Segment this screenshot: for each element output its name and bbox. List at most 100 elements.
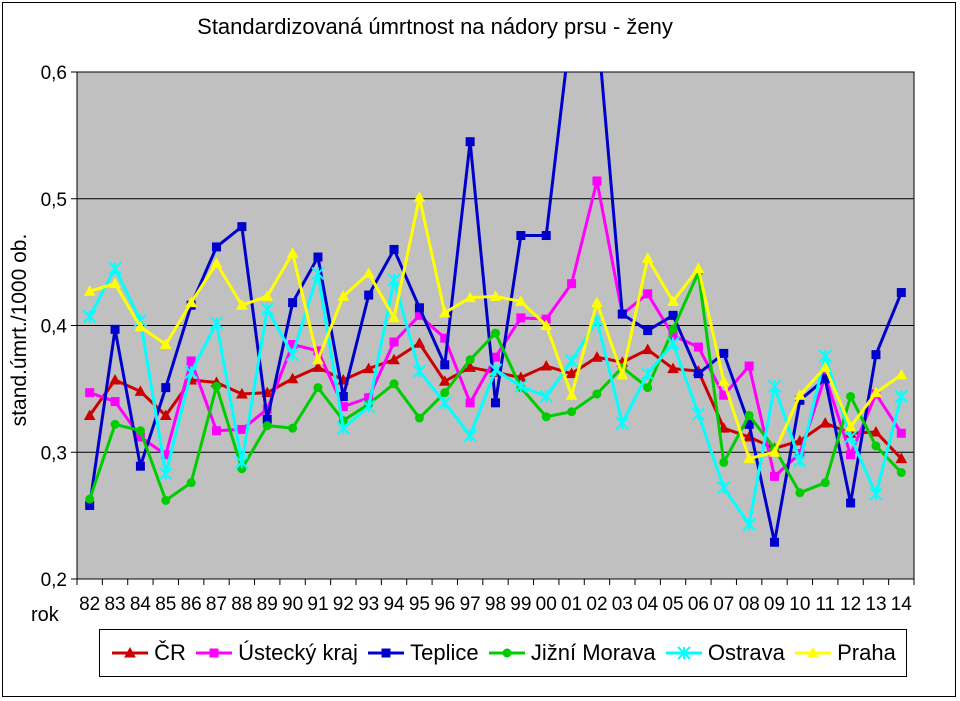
series-5 [83, 191, 908, 464]
series-2-point [414, 303, 424, 313]
series-4-point [412, 364, 427, 378]
legend-item: Praha [793, 640, 896, 666]
series-4-point [869, 487, 883, 501]
x-tick-label: 89 [257, 594, 278, 615]
series-0-point [362, 362, 375, 374]
series-5-point [337, 290, 350, 301]
legend-swatch-marker [677, 646, 691, 660]
series-0-point [312, 361, 324, 372]
series-3-point [491, 328, 500, 338]
series-5-point [692, 262, 705, 273]
series-4-point [488, 363, 503, 377]
series-5-point [109, 277, 121, 289]
series-5-point [794, 389, 806, 400]
legend-label: Jižní Morava [530, 640, 656, 665]
series-2-point [313, 252, 323, 262]
legend-swatch [368, 648, 405, 658]
legend-swatch-marker [807, 646, 819, 658]
series-5-point [236, 299, 248, 310]
x-tick-label: 03 [612, 594, 633, 615]
x-axis-label: rok [31, 604, 59, 626]
series-2 [85, 17, 906, 547]
series-5-point [717, 375, 730, 386]
legend-label: Teplice [410, 640, 479, 665]
series-1-point [237, 424, 247, 434]
series-5-point [362, 267, 375, 279]
legend-swatch [795, 646, 832, 658]
series-group [82, 17, 909, 547]
x-tick-label: 86 [181, 594, 202, 615]
series-1-point [643, 289, 653, 299]
series-5-point [388, 311, 400, 323]
series-2-point [389, 244, 399, 254]
series-3-point [896, 468, 906, 478]
series-0-point [109, 373, 121, 385]
y-tick-label: 0,2 [41, 570, 67, 591]
series-4-point [742, 517, 756, 532]
x-tick-label: 83 [104, 594, 125, 615]
series-5-point [464, 291, 476, 303]
series-0-point [895, 452, 908, 464]
series-4-point [818, 349, 832, 363]
series-3-point [719, 457, 729, 467]
series-4-point [159, 467, 173, 481]
series-1-point [770, 471, 779, 481]
series-5-point [565, 389, 578, 400]
x-tick-label: 93 [358, 594, 379, 615]
legend-label: Ostrava [707, 640, 785, 665]
series-5-point [895, 368, 908, 380]
series-2-point [212, 242, 221, 252]
series-5-point [515, 295, 527, 306]
series-2-point [338, 391, 348, 401]
series-3-point [795, 488, 805, 498]
series-0-point [667, 362, 679, 374]
x-tick-label: 94 [383, 594, 405, 615]
series-1-point [212, 426, 221, 436]
series-0-point [286, 372, 299, 384]
series-5-point [591, 296, 603, 308]
series-2-point [896, 288, 906, 298]
series-5-point [768, 446, 781, 457]
series-1-point [567, 279, 577, 289]
series-0-point [134, 385, 147, 396]
series-0-point [413, 337, 426, 348]
series-5-point [185, 296, 197, 308]
series-4-point [285, 347, 300, 362]
series-5-point [870, 386, 882, 398]
series-5-point [438, 306, 451, 318]
series-2-point [135, 461, 145, 471]
series-2-point [643, 326, 653, 336]
series-4-point [691, 407, 706, 421]
legend-item: ČR [110, 640, 186, 666]
series-4-point [564, 354, 579, 368]
series-0-point [540, 360, 553, 371]
series-2-point [668, 310, 678, 320]
series-2-point [871, 350, 881, 360]
series-4-point [894, 389, 909, 404]
series-4-point [209, 316, 224, 330]
series-5-point [286, 247, 299, 258]
x-tick-label: 14 [891, 594, 913, 615]
series-0-point [870, 425, 882, 437]
y-tick-label: 0,5 [41, 190, 67, 211]
series-1-point [516, 313, 526, 323]
series-2-point [110, 324, 120, 334]
series-0-point [236, 387, 248, 399]
series-1-point [846, 450, 856, 460]
x-tick-label: 02 [586, 594, 607, 615]
series-2-point [491, 398, 500, 408]
series-3-point [465, 355, 475, 365]
series-2-point [516, 231, 526, 241]
series-3-point [871, 441, 881, 451]
series-5-point [667, 295, 679, 306]
series-1-point [85, 388, 95, 398]
x-tick-label: 88 [231, 594, 252, 615]
series-3-point [744, 410, 754, 420]
x-tick-label: 96 [434, 594, 455, 615]
series-3-point [135, 426, 145, 436]
series-2-point [593, 17, 601, 25]
series-1-point [389, 337, 399, 347]
series-3-point [186, 478, 196, 488]
series-2-point [364, 290, 374, 300]
